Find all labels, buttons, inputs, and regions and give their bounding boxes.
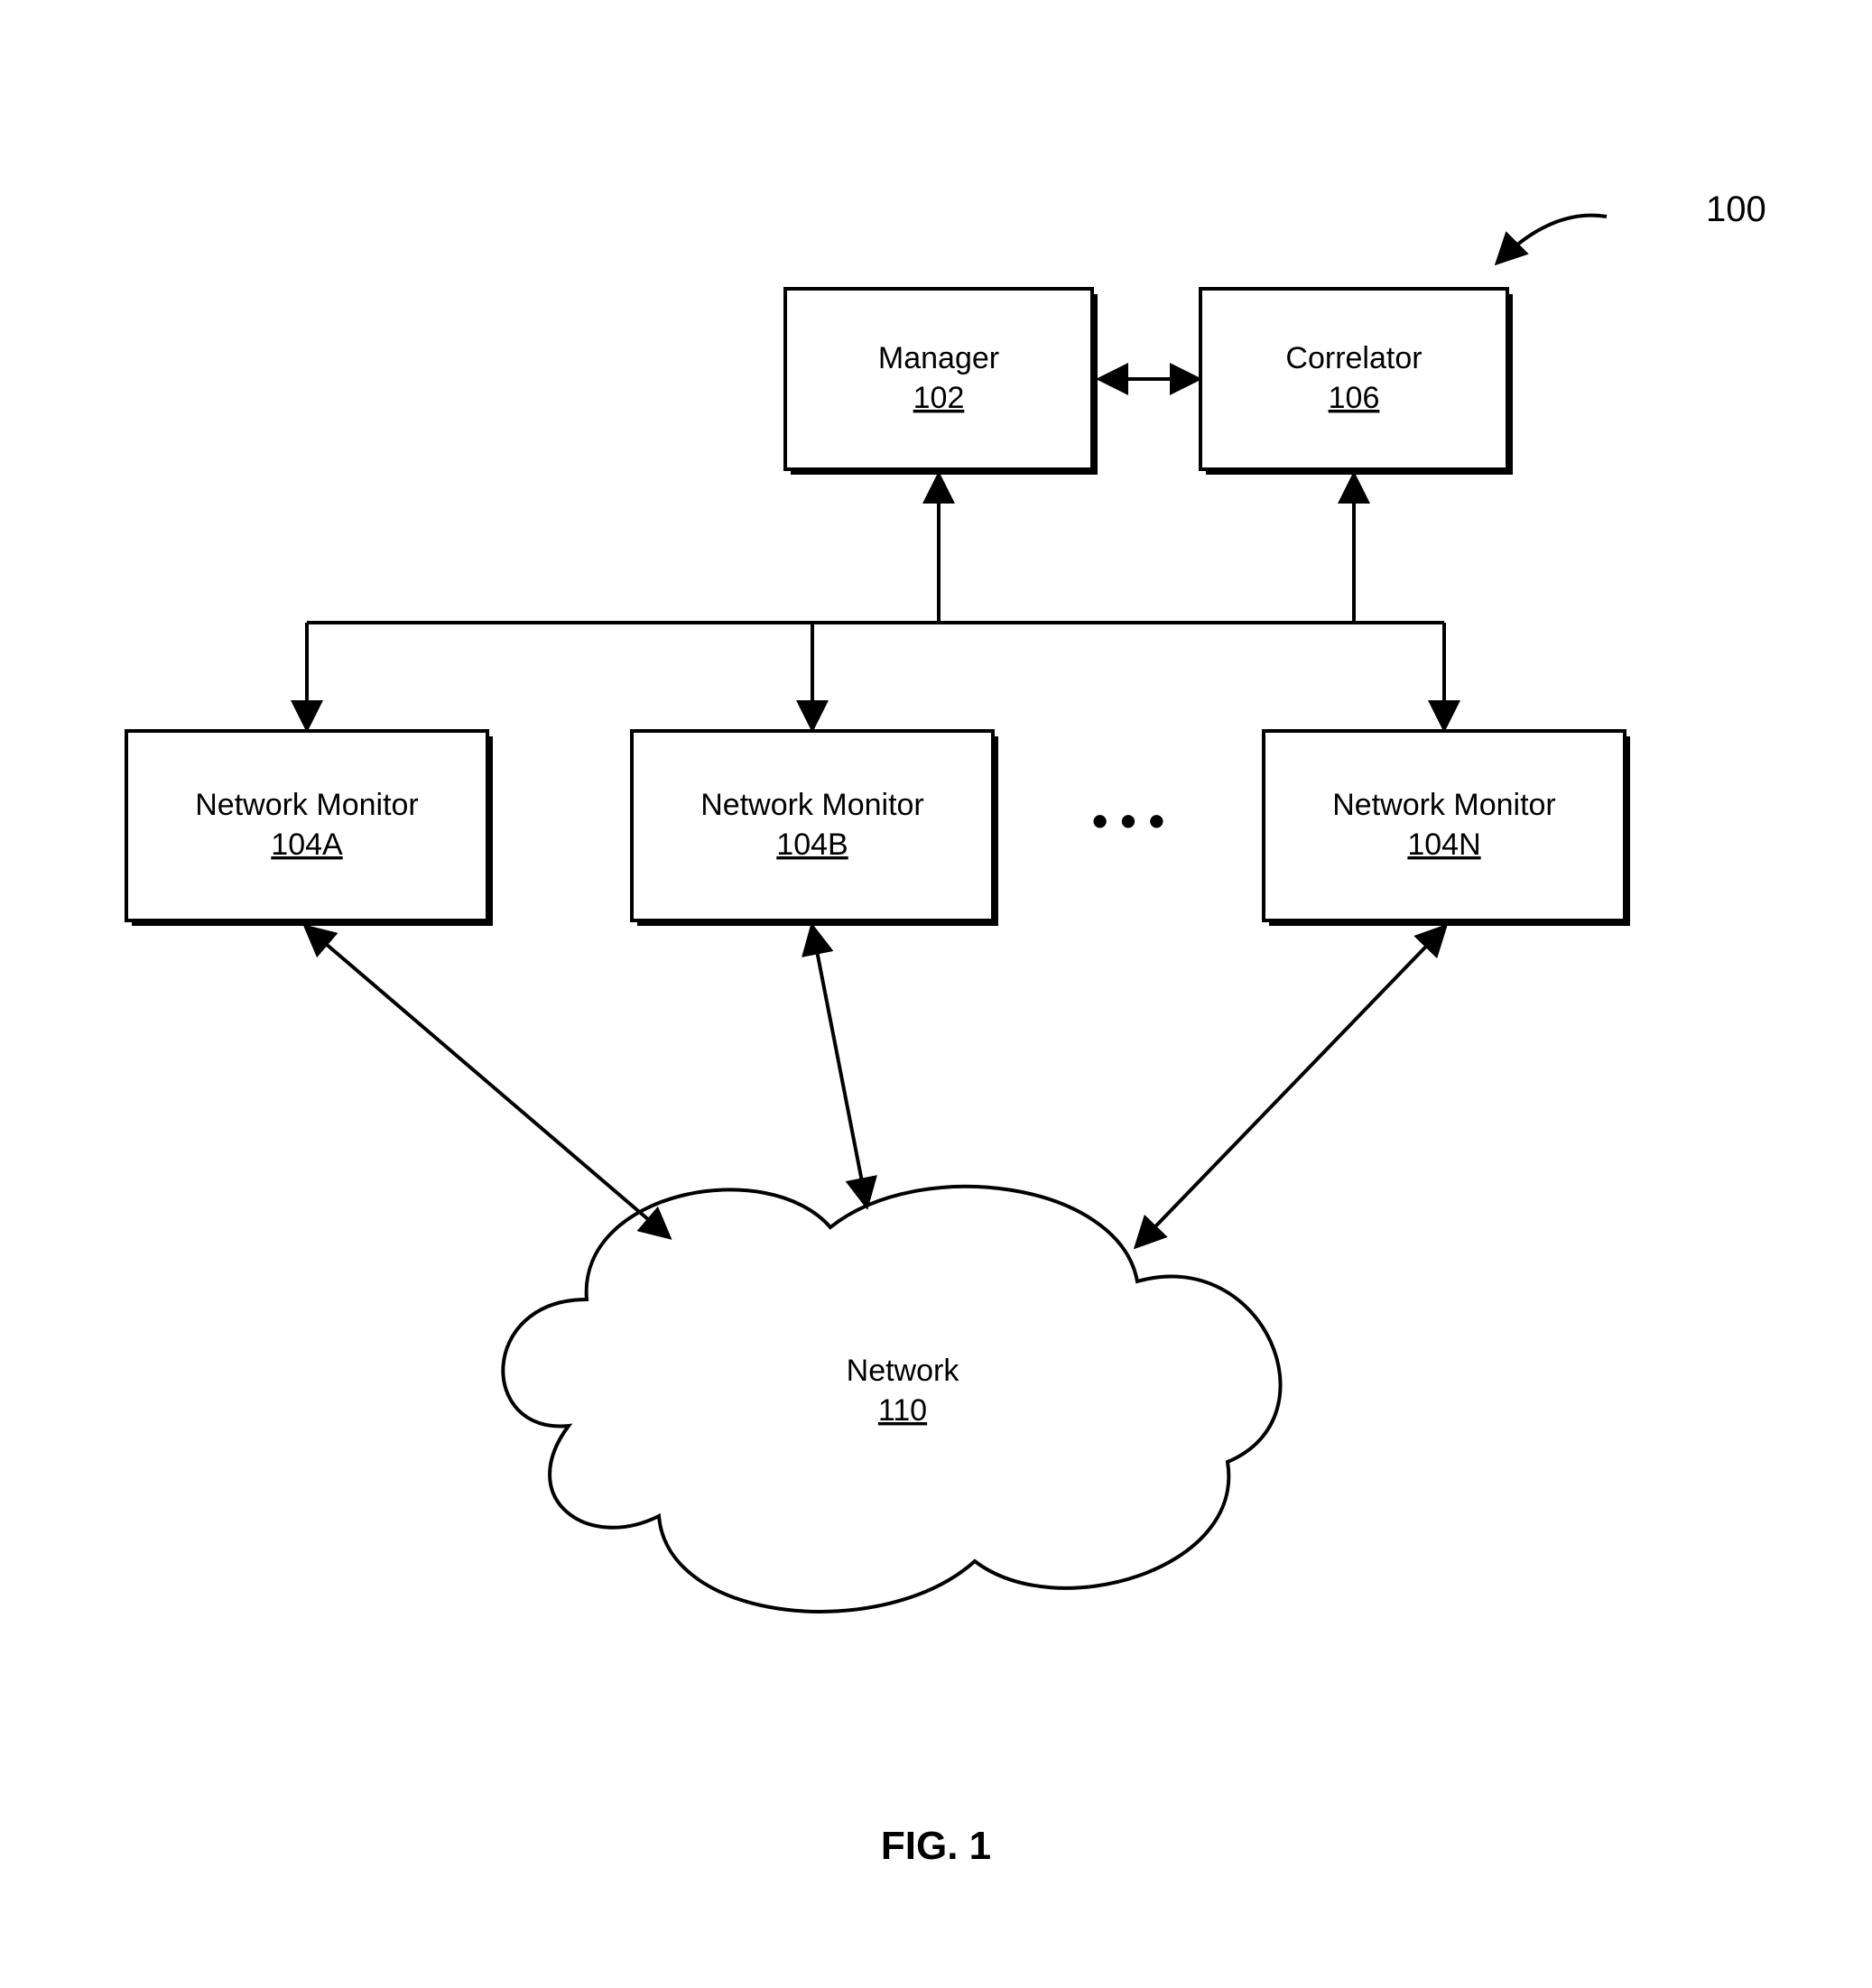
network-monitor-n-label: Network Monitor [1332,788,1556,822]
edge-nma-cloud [307,928,668,1236]
network-monitor-n-ref: 104N [1407,828,1480,862]
manager-label: Manager [878,341,999,375]
pointer-arrow [1498,216,1607,262]
pointer-label: 100 [1706,190,1766,229]
manager-box [785,289,1092,469]
network-ref: 110 [878,1393,927,1428]
edge-nmn-cloud [1137,928,1444,1245]
network-monitor-b-box [632,731,993,920]
manager-ref: 102 [913,381,965,415]
correlator-box [1200,289,1507,469]
ellipsis: • • • [1092,796,1164,846]
network-label: Network [847,1354,960,1388]
edge-nmb-cloud [812,928,866,1205]
network-monitor-b-label: Network Monitor [700,788,924,822]
network-monitor-a-box [126,731,487,920]
network-monitor-n-box [1264,731,1625,920]
correlator-label: Correlator [1285,341,1422,375]
network-monitor-a-label: Network Monitor [195,788,419,822]
network-monitor-a-ref: 104A [271,828,343,862]
figure-caption: FIG. 1 [881,1824,991,1868]
network-monitor-b-ref: 104B [776,828,848,862]
correlator-ref: 106 [1329,381,1380,415]
